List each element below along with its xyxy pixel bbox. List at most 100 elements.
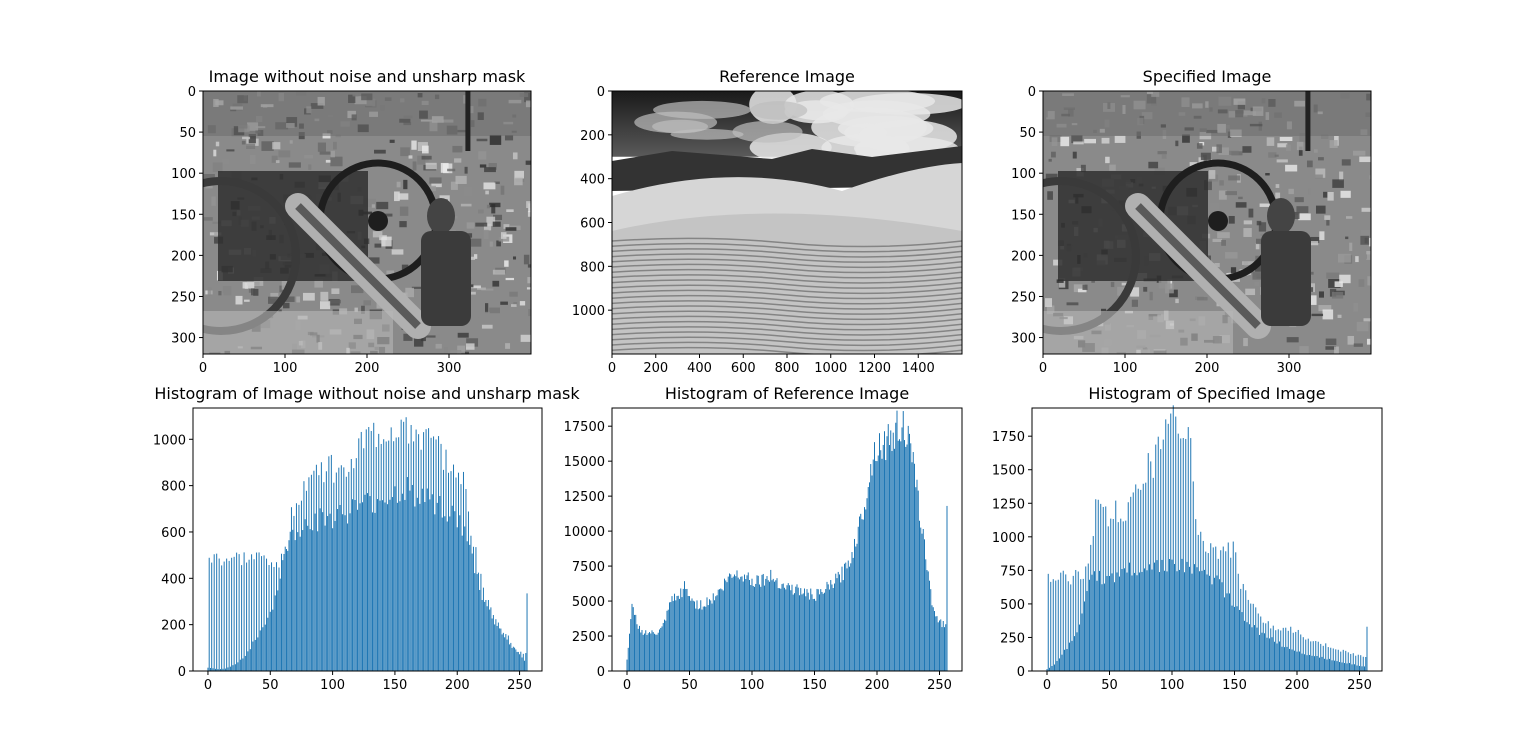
bar	[370, 430, 372, 671]
texture-patch	[1230, 267, 1237, 274]
texture-patch	[320, 291, 329, 301]
bar	[289, 531, 291, 671]
texture-patch	[1105, 156, 1110, 164]
texture-patch	[1347, 335, 1355, 345]
bar	[1196, 567, 1198, 671]
texture-patch	[1073, 141, 1084, 145]
x-tick-label: 50	[681, 678, 698, 693]
texture-patch	[1315, 168, 1326, 178]
bar	[1275, 630, 1277, 671]
bar	[821, 591, 823, 671]
axes-frame	[192, 407, 543, 672]
bar	[1117, 522, 1119, 671]
y-tick-label: 1250	[992, 497, 1025, 512]
bar	[676, 595, 678, 671]
texture-patch	[1235, 202, 1247, 208]
bar	[1256, 627, 1258, 671]
bar	[755, 583, 757, 671]
texture-patch	[391, 249, 404, 255]
bar	[340, 465, 342, 671]
texture-patch	[512, 256, 517, 260]
bar	[362, 502, 364, 671]
texture-patch	[1221, 239, 1227, 246]
bar	[343, 467, 345, 671]
bar	[746, 575, 748, 671]
bar	[401, 493, 403, 671]
bar	[875, 460, 877, 671]
texture-patch	[476, 138, 488, 142]
barrel-shadow	[295, 203, 421, 329]
bar	[689, 596, 690, 671]
texture-patch	[1080, 164, 1086, 173]
texture-patch	[1109, 164, 1116, 171]
texture-patch	[1110, 281, 1115, 288]
texture-patch	[1279, 136, 1293, 141]
bar	[229, 666, 231, 671]
bar	[796, 584, 798, 671]
bar	[892, 432, 894, 671]
bar	[355, 458, 357, 671]
texture-patch	[288, 162, 301, 168]
y-tick-label: 150	[1011, 208, 1036, 223]
bar	[505, 634, 507, 671]
texture-patch	[485, 190, 489, 195]
bar	[239, 659, 241, 671]
bar	[1101, 584, 1103, 671]
bar	[414, 506, 416, 671]
bar	[228, 560, 230, 671]
histogram-title: Histogram of Image without noise and uns…	[154, 384, 580, 403]
bar	[1341, 662, 1343, 671]
bar	[737, 577, 739, 671]
texture-patch	[1368, 237, 1371, 247]
bar	[654, 633, 655, 671]
bar	[462, 471, 464, 671]
bar	[759, 584, 760, 671]
bar	[880, 450, 882, 671]
axes-frame	[1031, 407, 1383, 672]
texture-patch	[494, 181, 500, 185]
bar	[1087, 563, 1089, 671]
texture-patch	[1045, 173, 1058, 179]
bar	[925, 559, 927, 671]
bar	[385, 441, 387, 671]
bar	[490, 607, 492, 671]
bar	[672, 600, 674, 671]
bar	[436, 502, 438, 671]
bar	[1254, 625, 1255, 671]
bar	[1062, 570, 1064, 671]
bar	[515, 649, 517, 671]
bar	[357, 509, 359, 671]
bar	[830, 580, 832, 671]
bar	[214, 668, 216, 671]
bar	[302, 530, 304, 671]
bar	[371, 512, 373, 671]
bar	[266, 558, 268, 671]
texture-patch	[519, 301, 526, 306]
bar	[1361, 666, 1363, 671]
sand-ripple	[612, 305, 962, 315]
bar	[290, 507, 292, 671]
texture-patch	[1175, 140, 1179, 147]
bar	[305, 490, 307, 671]
bar	[278, 567, 280, 671]
texture-patch	[1209, 202, 1220, 212]
bar	[726, 582, 728, 671]
texture-patch	[481, 288, 494, 291]
bar	[1301, 653, 1303, 671]
bar	[890, 430, 892, 671]
bar	[514, 647, 516, 671]
texture-patch	[470, 238, 482, 247]
bar	[465, 489, 467, 671]
bar	[335, 472, 337, 671]
texture-patch	[503, 224, 510, 229]
bar	[1284, 647, 1285, 671]
texture-patch	[1313, 149, 1318, 153]
bar	[507, 635, 509, 671]
bar	[469, 544, 471, 671]
bar	[1091, 574, 1093, 671]
texture-patch	[1242, 146, 1252, 153]
sand-ripple	[612, 248, 962, 258]
bar	[862, 519, 864, 671]
texture-patch	[476, 287, 486, 290]
texture-patch	[1310, 236, 1320, 243]
